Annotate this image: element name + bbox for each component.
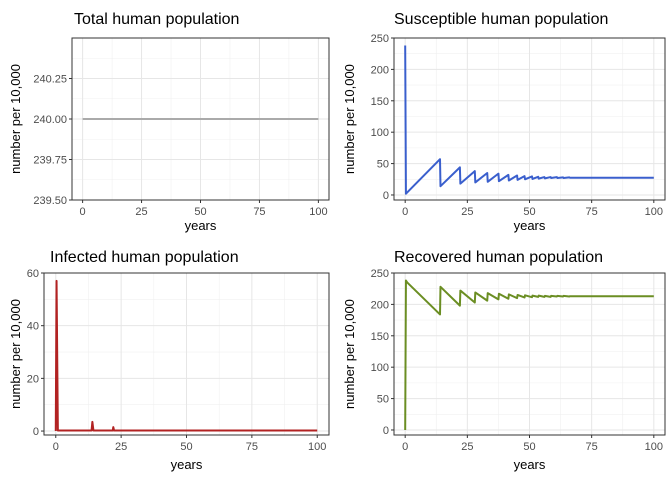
y-tick-label: 0	[383, 425, 389, 437]
chart-panel-2: 0 25 50 75 100 0 50 100 150 200 250 Susceptible hum…	[342, 11, 666, 233]
x-tick-label: 25	[115, 441, 127, 453]
y-tick-label: 200	[371, 299, 389, 311]
y-axis-label: number per 10,000	[8, 64, 23, 174]
y-tick-label: 150	[371, 331, 389, 343]
x-tick-label: 50	[194, 206, 206, 218]
x-tick-label: 100	[309, 206, 327, 218]
x-tick-label: 25	[461, 206, 473, 218]
y-tick-label: 200	[371, 64, 389, 76]
x-tick-label: 25	[135, 206, 147, 218]
series-line	[404, 279, 654, 430]
y-tick-label: 50	[377, 159, 389, 171]
y-tick-label: 50	[377, 394, 389, 406]
chart-panel-4: 0 25 50 75 100 0 50 100 150 200 250 Recovered human…	[342, 249, 666, 472]
y-tick-label: 239.50	[33, 195, 67, 207]
series-line	[404, 45, 654, 195]
series-line	[54, 279, 318, 432]
y-tick-label: 20	[27, 373, 39, 385]
x-tick-label: 50	[180, 441, 192, 453]
x-tick-label: 75	[586, 206, 598, 218]
x-tick-label: 50	[523, 441, 535, 453]
x-tick-label: 100	[645, 206, 663, 218]
x-axis-label: years	[514, 218, 546, 233]
x-tick-label: 100	[645, 441, 663, 453]
y-tick-label: 100	[371, 127, 389, 139]
chart-title: Susceptible human population	[394, 11, 608, 28]
x-tick-label: 0	[402, 441, 408, 453]
chart-title: Infected human population	[50, 249, 239, 266]
x-tick-label: 25	[461, 441, 473, 453]
y-tick-label: 250	[371, 268, 389, 280]
chart-title: Total human population	[74, 11, 239, 28]
chart-panel-1: 0 25 50 75 100 239.50 239.75 240.00 240.25 Total …	[8, 11, 330, 233]
y-tick-label: 40	[27, 321, 39, 333]
x-tick-label: 50	[523, 206, 535, 218]
x-tick-label: 75	[253, 206, 265, 218]
x-axis-label: years	[171, 457, 203, 472]
chart-panel-3: 0 25 50 75 100 0 20 40 60 Infected human populati…	[8, 249, 330, 472]
x-tick-label: 100	[308, 441, 326, 453]
y-tick-label: 240.25	[33, 74, 67, 86]
x-tick-label: 0	[402, 206, 408, 218]
x-tick-label: 0	[80, 206, 86, 218]
y-axis-label: number per 10,000	[8, 299, 23, 409]
y-tick-label: 60	[27, 268, 39, 280]
x-axis-label: years	[185, 218, 217, 233]
x-tick-label: 75	[586, 441, 598, 453]
x-tick-label: 75	[246, 441, 258, 453]
y-tick-label: 240.00	[33, 114, 67, 126]
y-axis-label: number per 10,000	[342, 64, 357, 174]
y-tick-label: 239.75	[33, 155, 67, 167]
y-tick-label: 0	[33, 426, 39, 438]
y-tick-label: 0	[383, 190, 389, 202]
y-tick-label: 100	[371, 362, 389, 374]
x-axis-label: years	[514, 457, 546, 472]
y-tick-label: 150	[371, 96, 389, 108]
y-axis-label: number per 10,000	[342, 299, 357, 409]
x-tick-label: 0	[53, 441, 59, 453]
y-tick-label: 250	[371, 33, 389, 45]
chart-title: Recovered human population	[394, 249, 603, 266]
